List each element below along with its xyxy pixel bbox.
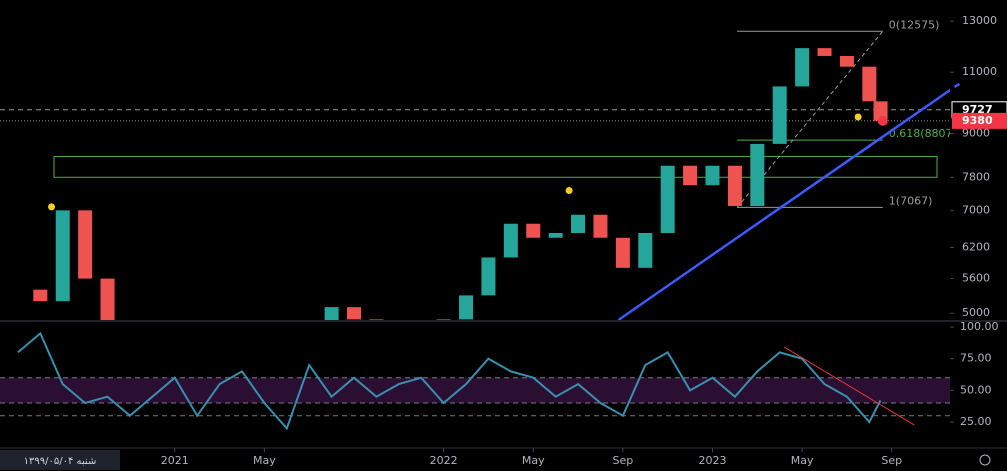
candle: [78, 210, 93, 279]
zone: [53, 155, 938, 178]
candle: [839, 55, 854, 67]
candle: [347, 307, 362, 320]
candle: [369, 319, 384, 320]
rsi-trendline: [783, 346, 915, 426]
candle: [638, 233, 653, 268]
candle: [615, 237, 630, 268]
candle: [436, 319, 451, 320]
y-tick-label: 50.00: [960, 383, 992, 396]
candle: [548, 233, 563, 238]
y-tick-label: 9000: [962, 127, 990, 140]
axes: 5000 5600 6200 7000 7800 9000 11000 13000 972793…: [161, 14, 1007, 467]
candle: [414, 326, 428, 332]
candle: [795, 48, 810, 87]
date-label: شنبه ۱۳۹۹/۰۵/۰۴: [24, 456, 97, 467]
date-box: [0, 450, 120, 470]
candle: [324, 307, 339, 320]
x-tick-label: May: [253, 454, 276, 467]
candle: [772, 86, 787, 144]
y-tick-label: 5000: [962, 306, 990, 319]
candle: [100, 278, 115, 320]
y-tick-label: 13000: [962, 14, 997, 27]
fib-label: 0.618(8807: [889, 127, 953, 140]
x-tick-label: Sep: [881, 454, 902, 467]
price-tag-label: 9727: [962, 103, 993, 116]
fib-label: 1(7067): [889, 194, 933, 207]
candle: [727, 165, 742, 207]
candle: [392, 326, 406, 332]
price-tag: [952, 112, 1007, 129]
y-tick-label: 25.00: [960, 415, 992, 428]
y-tick-label: 100.00: [960, 320, 999, 333]
marker: [877, 115, 888, 126]
candle: [459, 295, 474, 320]
x-tick-label: 2023: [699, 454, 727, 467]
y-tick-label: 6200: [962, 240, 990, 253]
marker: [48, 203, 56, 211]
candle: [817, 48, 832, 56]
y-tick-label: 11000: [962, 65, 997, 78]
fib-label: 0(12575): [889, 18, 940, 31]
candle: [55, 210, 70, 302]
candle: [862, 66, 877, 102]
x-tick-label: 2022: [430, 454, 458, 467]
candle: [660, 165, 675, 234]
rsi-panel: [0, 331, 950, 431]
y-tick-label: 7800: [962, 170, 990, 183]
price-panel: 0(12575) 0.618(8807 1(7067): [0, 18, 953, 332]
trendline-tail: [953, 82, 961, 89]
rsi-line: [17, 331, 882, 431]
trendline: [617, 88, 950, 320]
x-tick-label: May: [522, 454, 545, 467]
x-tick-label: May: [791, 454, 814, 467]
rsi-band: [0, 377, 950, 404]
candle: [683, 165, 698, 186]
y-tick-label: 7000: [962, 203, 990, 216]
candle: [503, 223, 518, 258]
x-tick-label: Sep: [613, 454, 634, 467]
x-tick-label: 2021: [161, 454, 189, 467]
price-tag-label: 9380: [962, 114, 993, 127]
settings-icon[interactable]: [979, 454, 991, 466]
candle: [593, 214, 608, 238]
candle: [571, 214, 586, 234]
candle: [481, 257, 496, 296]
candle: [873, 101, 888, 121]
candle: [705, 165, 720, 186]
y-tick-label: 5600: [962, 272, 990, 285]
marker: [565, 186, 573, 194]
y-tick-label: 75.00: [960, 352, 992, 365]
marker: [854, 113, 862, 121]
candle: [750, 143, 765, 207]
candle: [526, 223, 541, 238]
candle: [33, 289, 48, 302]
